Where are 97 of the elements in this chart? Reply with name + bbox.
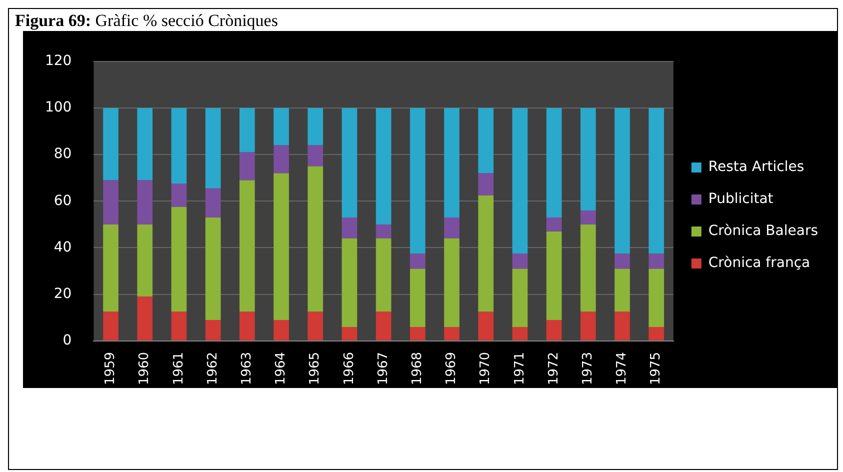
bar [137,296,153,340]
bar [614,254,630,269]
bar [137,180,153,224]
bar [171,108,187,184]
y-tick-label: 120 [44,53,72,70]
bar [239,108,255,152]
bar [171,206,187,312]
bar [376,224,392,238]
bar [512,108,528,254]
bar [648,254,664,269]
bar [614,312,630,340]
bar [478,312,494,340]
x-tick-label: 1963 [240,352,255,386]
bar [444,238,460,327]
bar [205,320,221,340]
bar [376,312,392,340]
bar [648,108,664,254]
bar [342,217,358,238]
bar [580,108,596,210]
bar [239,312,255,340]
x-tick-label: 1960 [137,352,152,386]
bar [342,238,358,327]
y-tick-label: 0 [62,332,72,349]
bar [103,224,118,312]
bar [137,224,153,297]
bar [444,108,460,218]
bar [239,152,255,180]
bar [308,312,324,340]
legend-label: Crònica Balears [708,223,818,240]
bar [614,108,630,254]
bar [376,108,392,224]
bar [546,108,562,218]
bar [308,108,324,146]
bar [546,231,562,320]
bar [512,326,528,340]
x-tick-label: 1974 [614,352,630,386]
bar [648,326,664,340]
x-tick-label: 1961 [171,352,186,386]
bar [205,108,221,188]
x-tick-label: 1973 [580,352,596,386]
bar [171,184,187,207]
bar [546,217,562,232]
bar [342,108,358,218]
bar [103,312,118,340]
x-tick-label: 1966 [342,352,357,386]
legend-label: Crònica frança [708,255,810,272]
bar [410,326,426,340]
bar [171,312,187,340]
bar [342,326,358,340]
bar [580,224,596,312]
bar [376,238,392,312]
x-tick-label: 1967 [376,352,391,386]
bar [648,268,664,327]
bar [274,145,289,174]
y-tick-label: 100 [44,100,72,116]
x-tick-label: 1965 [308,352,323,386]
x-tick-label: 1969 [444,352,460,386]
x-tick-label: 1968 [410,352,426,386]
bar [410,254,426,269]
x-tick-label: 1959 [103,352,118,386]
bar [274,320,289,340]
bar [580,312,596,340]
legend-label: Resta Articles [708,159,804,176]
legend-label: Publicitat [708,191,774,208]
y-tick-label: 20 [54,286,72,302]
bar [546,320,562,340]
bar [512,254,528,269]
bar [478,173,494,196]
x-tick-label: 1970 [478,352,494,386]
y-tick-label: 80 [54,146,72,162]
bar [580,210,596,224]
bar [205,188,221,218]
bar [478,195,494,312]
bar [205,217,221,320]
x-tick-label: 1962 [205,352,220,386]
bar [444,217,460,238]
bar [512,268,528,327]
bar [478,108,494,174]
x-tick-label: 1964 [274,352,289,386]
y-tick-label: 40 [54,239,72,256]
x-tick-label: 1972 [546,352,562,386]
bar [308,166,324,312]
bar [410,108,426,254]
bar [410,268,426,327]
x-tick-label: 1971 [512,352,528,386]
y-tick-label: 60 [54,192,72,209]
chart-title: Figura 69: Gràfic % secció Cròniques [15,11,278,31]
bar [444,326,460,340]
bar [137,108,153,180]
bar [239,180,255,312]
bar [103,108,118,180]
bar [103,180,118,224]
bar [614,268,630,312]
bar [274,108,289,146]
x-tick-label: 1975 [648,352,664,386]
bar [308,145,324,166]
bar [274,173,289,320]
